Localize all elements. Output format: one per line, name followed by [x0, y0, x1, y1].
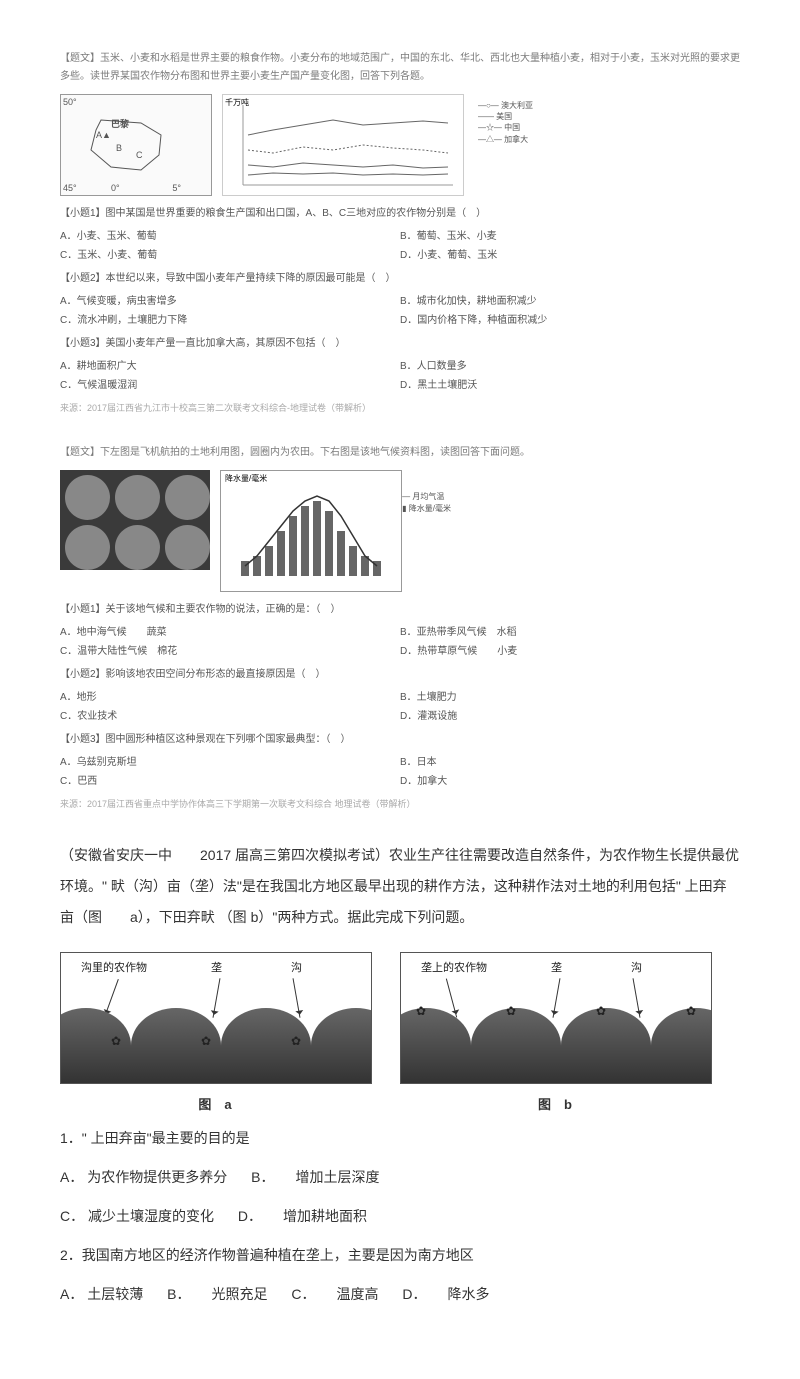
option: C． 减少土壤湿度的变化: [60, 1201, 214, 1232]
map-figure: 50° 45° 0° 5° 巴黎 A▲ B C: [60, 94, 212, 196]
option: C．农业技术: [60, 705, 400, 724]
option: B．日本: [400, 751, 740, 770]
sub-q3: 【小题3】图中圆形种植区这种景观在下列哪个国家最典型：（ ）: [60, 730, 740, 745]
option: D．加拿大: [400, 770, 740, 789]
source-text: 来源：2017届江西省九江市十校高三第二次联考文科综合-地理试卷（带解析）: [60, 401, 740, 414]
option: B． 增加土层深度: [251, 1162, 379, 1193]
option: C． 温度高: [291, 1279, 378, 1310]
question-block-3: （安徽省安庆一中 2017 届高三第四次模拟考试）农业生产往往需要改造自然条件，…: [60, 840, 740, 1309]
option: B．亚热带季风气候 水稻: [400, 621, 740, 640]
figure-row: 降水量/毫米 — 月均气温 ▮ 降水量/毫米: [60, 470, 740, 592]
sub-q1: 【小题1】图中某国是世界重要的粮食生产国和出口国，A、B、C三地对应的农作物分别…: [60, 204, 740, 219]
option: C．气候温暖湿润: [60, 374, 400, 393]
option: D．灌溉设施: [400, 705, 740, 724]
diagram-b: 垄上的农作物 垄 沟 ✿ ✿ ✿ ✿ 图 b: [400, 952, 710, 1113]
source-text: 来源：2017届江西省重点中学协作体高三下学期第一次联考文科综合 地理试卷（带解…: [60, 797, 740, 810]
option: A． 为农作物提供更多养分: [60, 1162, 227, 1193]
caption-b: 图 b: [400, 1094, 710, 1113]
climate-chart: 降水量/毫米 — 月均气温 ▮ 降水量/毫米: [220, 470, 402, 592]
option: A．小麦、玉米、葡萄: [60, 225, 400, 244]
option: C．温带大陆性气候 棉花: [60, 640, 400, 659]
option: B．土壤肥力: [400, 686, 740, 705]
sub-q2: 【小题2】影响该地农田空间分布形态的最直接原因是（ ）: [60, 665, 740, 680]
option: D．黑土土壤肥沃: [400, 374, 740, 393]
chart-svg: [223, 95, 463, 195]
option: A．气候变暖，病虫害增多: [60, 290, 400, 309]
question-block-2: 【题文】下左图是飞机航拍的土地利用图，圆圈内为农田。下右图是该地气候资料图，读图…: [60, 444, 740, 810]
option: C．巴西: [60, 770, 400, 789]
option: D． 增加耕地面积: [238, 1201, 367, 1232]
chart-legend: —○— 澳大利亚 —— 美国 —☆— 中国 —△— 加拿大: [478, 100, 533, 145]
main-q1-opts2: C． 减少土壤湿度的变化 D． 增加耕地面积: [60, 1201, 740, 1232]
france-outline-icon: [81, 115, 181, 175]
option: B．人口数量多: [400, 355, 740, 374]
aerial-photo: [60, 470, 210, 570]
option: D．小麦、葡萄、玉米: [400, 244, 740, 263]
option: A．耕地面积广大: [60, 355, 400, 374]
option: B．葡萄、玉米、小麦: [400, 225, 740, 244]
diagram-row: 沟里的农作物 垄 沟 ✿ ✿ ✿ 图 a 垄上的农作物 垄 沟: [60, 952, 740, 1113]
caption-a: 图 a: [60, 1094, 370, 1113]
option: D． 降水多: [402, 1279, 489, 1310]
option: B． 光照充足: [167, 1279, 267, 1310]
main-q1-opts: A． 为农作物提供更多养分 B． 增加土层深度: [60, 1162, 740, 1193]
climate-legend: — 月均气温 ▮ 降水量/毫米: [402, 491, 451, 515]
intro-text: （安徽省安庆一中 2017 届高三第四次模拟考试）农业生产往往需要改造自然条件，…: [60, 840, 740, 932]
option: A． 土层较薄: [60, 1279, 143, 1310]
question-block-1: 【题文】玉米、小麦和水稻是世界主要的粮食作物。小麦分布的地域范围广，中国的东北、…: [60, 50, 740, 414]
option: A．地中海气候 蔬菜: [60, 621, 400, 640]
option: A．乌兹别克斯坦: [60, 751, 400, 770]
option: C．流水冲刷，土壤肥力下降: [60, 309, 400, 328]
sub-q1: 【小题1】关于该地气候和主要农作物的说法，正确的是：（ ）: [60, 600, 740, 615]
main-q1: 1．" 上田弃亩"最主要的目的是: [60, 1123, 740, 1154]
option: C．玉米、小麦、葡萄: [60, 244, 400, 263]
option: D．国内价格下降，种植面积减少: [400, 309, 740, 328]
option: A．地形: [60, 686, 400, 705]
sub-q3: 【小题3】美国小麦年产量一直比加拿大高，其原因不包括（ ）: [60, 334, 740, 349]
sub-q2: 【小题2】本世纪以来，导致中国小麦年产量持续下降的原因最可能是（ ）: [60, 269, 740, 284]
main-q2: 2．我国南方地区的经济作物普遍种植在垄上，主要是因为南方地区: [60, 1240, 740, 1271]
diagram-a: 沟里的农作物 垄 沟 ✿ ✿ ✿ 图 a: [60, 952, 370, 1113]
stem-text: 【题文】下左图是飞机航拍的土地利用图，圆圈内为农田。下右图是该地气候资料图，读图…: [60, 444, 740, 462]
option: D．热带草原气候 小麦: [400, 640, 740, 659]
stem-text: 【题文】玉米、小麦和水稻是世界主要的粮食作物。小麦分布的地域范围广，中国的东北、…: [60, 50, 740, 86]
main-q2-opts: A． 土层较薄 B． 光照充足 C． 温度高 D． 降水多: [60, 1279, 740, 1310]
line-chart: 千万吨 —○— 澳大利亚 —— 美国 —☆— 中国 —△— 加拿大: [222, 94, 464, 196]
figure-row: 50° 45° 0° 5° 巴黎 A▲ B C 千万吨 —○— 澳大利亚: [60, 94, 740, 196]
option: B．城市化加快，耕地面积减少: [400, 290, 740, 309]
